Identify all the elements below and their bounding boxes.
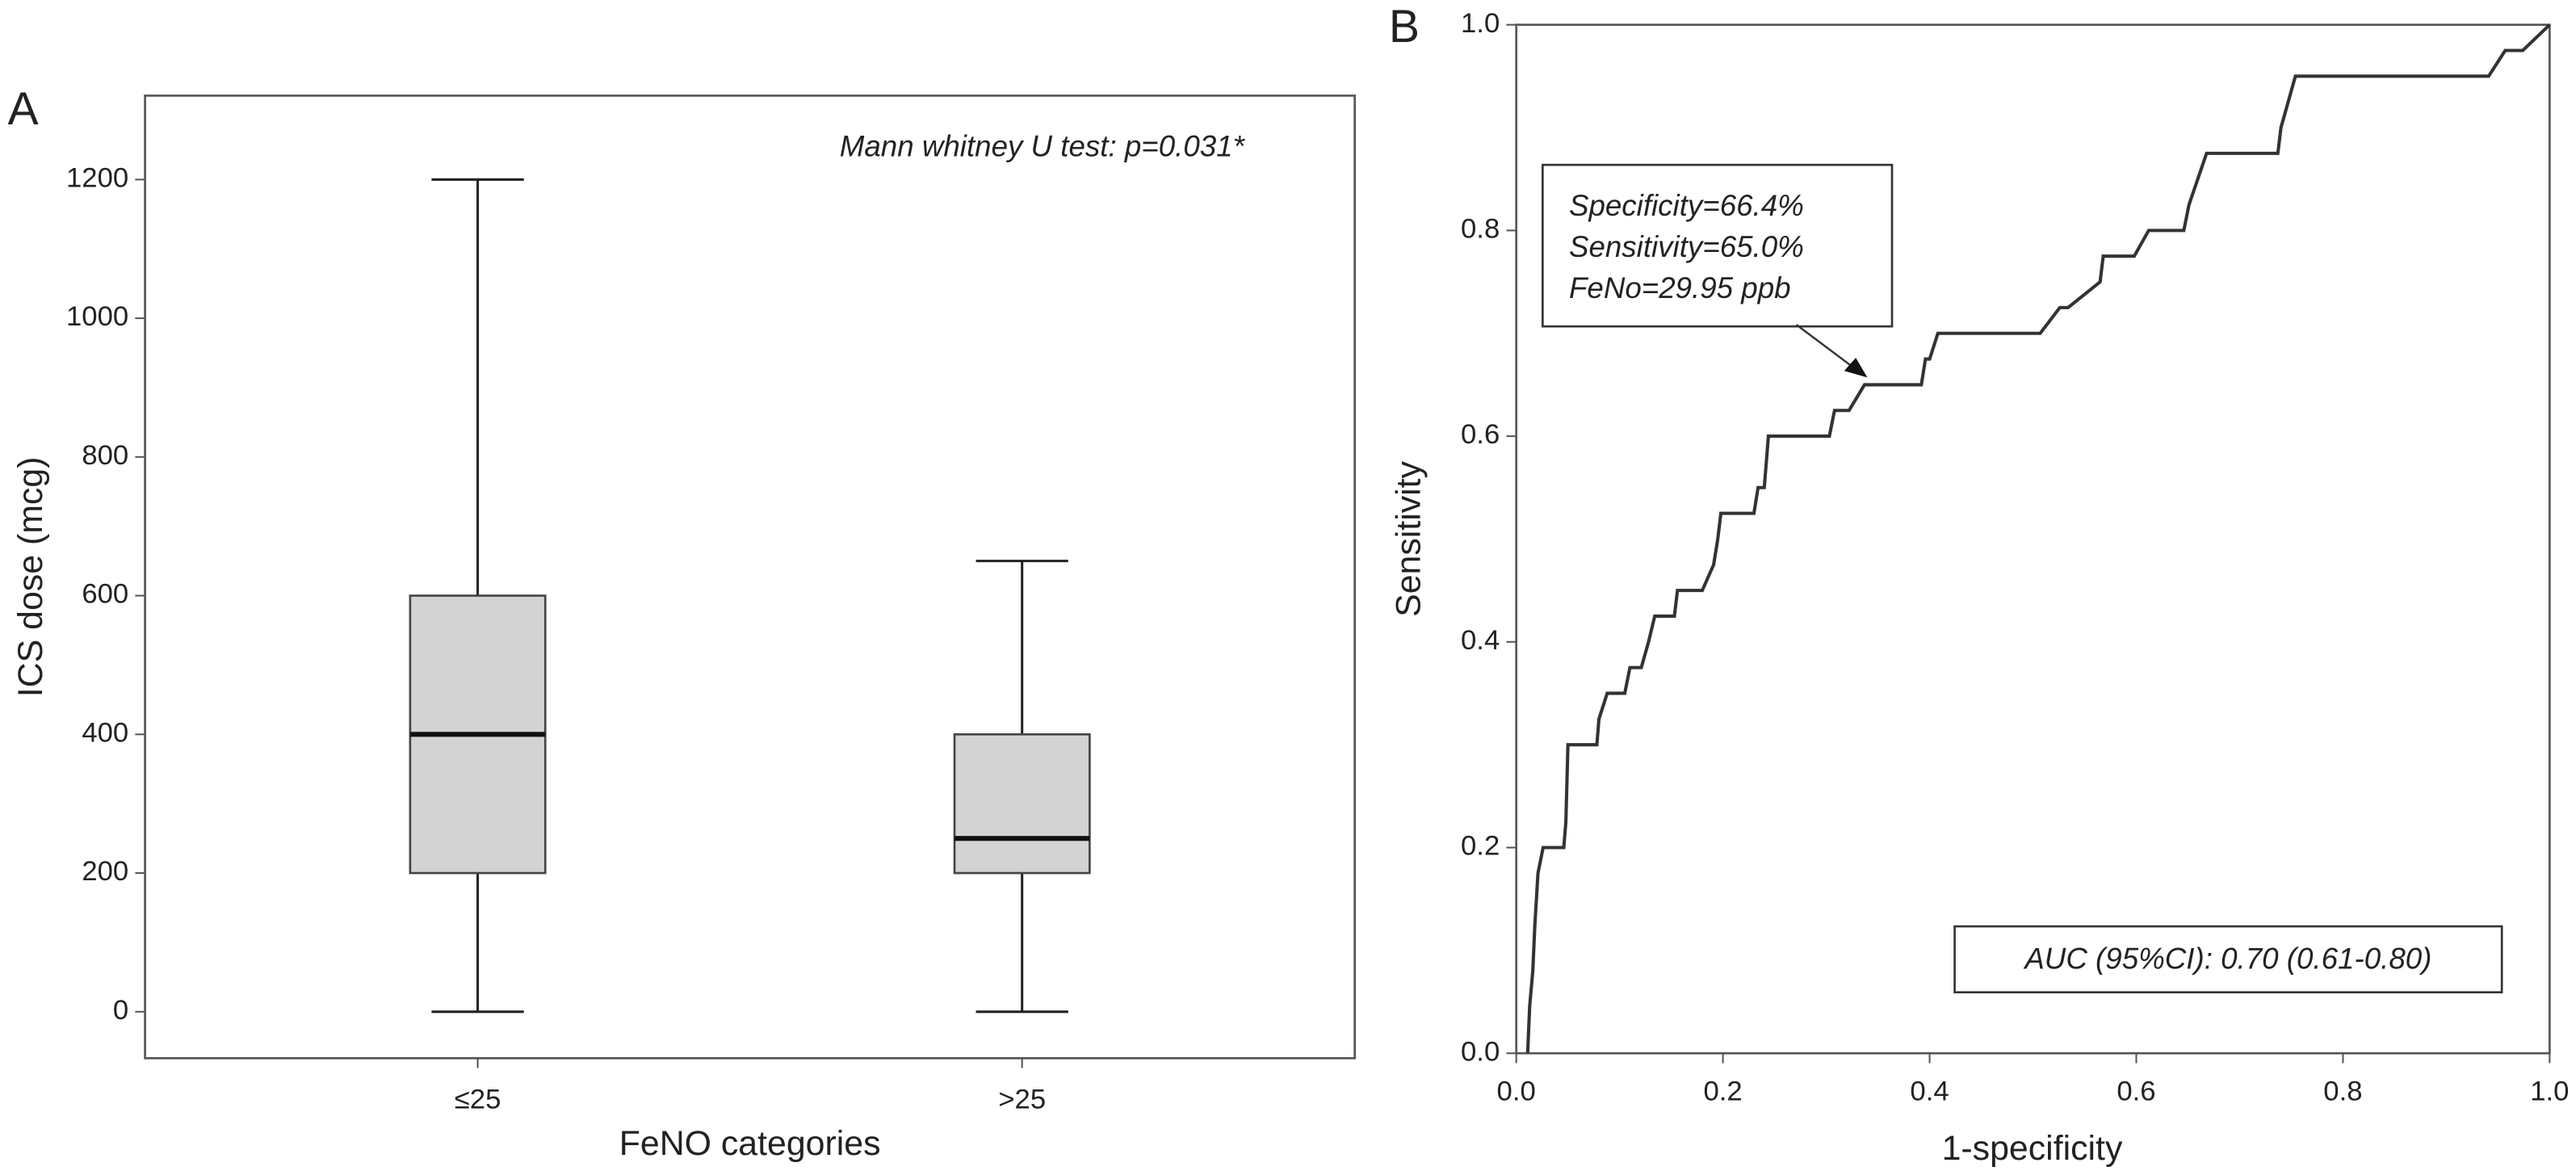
y-axis-label: Sensitivity xyxy=(1389,460,1428,616)
y-tick-label: 0.4 xyxy=(1461,625,1500,656)
x-tick-label: ≤25 xyxy=(455,1085,501,1115)
y-tick-label: 400 xyxy=(82,717,128,748)
roc-curve xyxy=(1525,23,2551,1054)
y-tick-label: 600 xyxy=(82,579,128,610)
annotation: FeNo=29.95 ppb xyxy=(1569,271,1791,304)
y-tick-label: 1200 xyxy=(66,162,128,193)
x-tick-label: 0.8 xyxy=(2323,1076,2362,1106)
x-tick-label: 1.0 xyxy=(2530,1076,2569,1106)
annotation: Mann whitney U test: p=0.031* xyxy=(840,129,1246,162)
y-tick-label: 1000 xyxy=(66,301,128,332)
annotation: Sensitivity=65.0% xyxy=(1569,230,1804,263)
auc-box xyxy=(1953,925,2503,994)
y-tick-label: 0 xyxy=(113,995,128,1026)
y-tick-label: 0.2 xyxy=(1461,831,1500,862)
y-tick-label: 200 xyxy=(82,856,128,887)
box xyxy=(953,732,1091,875)
panel-label: B xyxy=(1389,1,1420,52)
y-tick-label: 0.0 xyxy=(1461,1036,1500,1067)
panel-label: A xyxy=(8,83,39,135)
x-tick-label: 0.0 xyxy=(1497,1076,1536,1106)
y-tick-label: 1.0 xyxy=(1461,8,1500,39)
x-axis-label: FeNO categories xyxy=(619,1124,881,1163)
annotation: Specificity=66.4% xyxy=(1569,189,1804,222)
x-tick-label: 0.6 xyxy=(2117,1076,2155,1106)
y-tick-label: 800 xyxy=(82,440,128,471)
x-tick-label: 0.2 xyxy=(1703,1076,1742,1106)
arrow-head xyxy=(1844,357,1868,378)
y-tick-label: 0.6 xyxy=(1461,419,1500,450)
x-tick-label: >25 xyxy=(998,1085,1046,1115)
auc-annotation: AUC (95%CI): 0.70 (0.61-0.80) xyxy=(2023,942,2431,976)
annotation-box xyxy=(1541,163,1894,328)
x-tick-label: 0.4 xyxy=(1910,1076,1949,1106)
annotation-arrow xyxy=(1795,324,1856,371)
x-axis-label: 1-specificity xyxy=(1942,1129,2123,1168)
y-axis-label: ICS dose (mcg) xyxy=(11,457,50,698)
plot-frame xyxy=(144,94,1356,1060)
plot-frame xyxy=(1515,23,2551,1055)
y-tick-label: 0.8 xyxy=(1461,214,1500,245)
